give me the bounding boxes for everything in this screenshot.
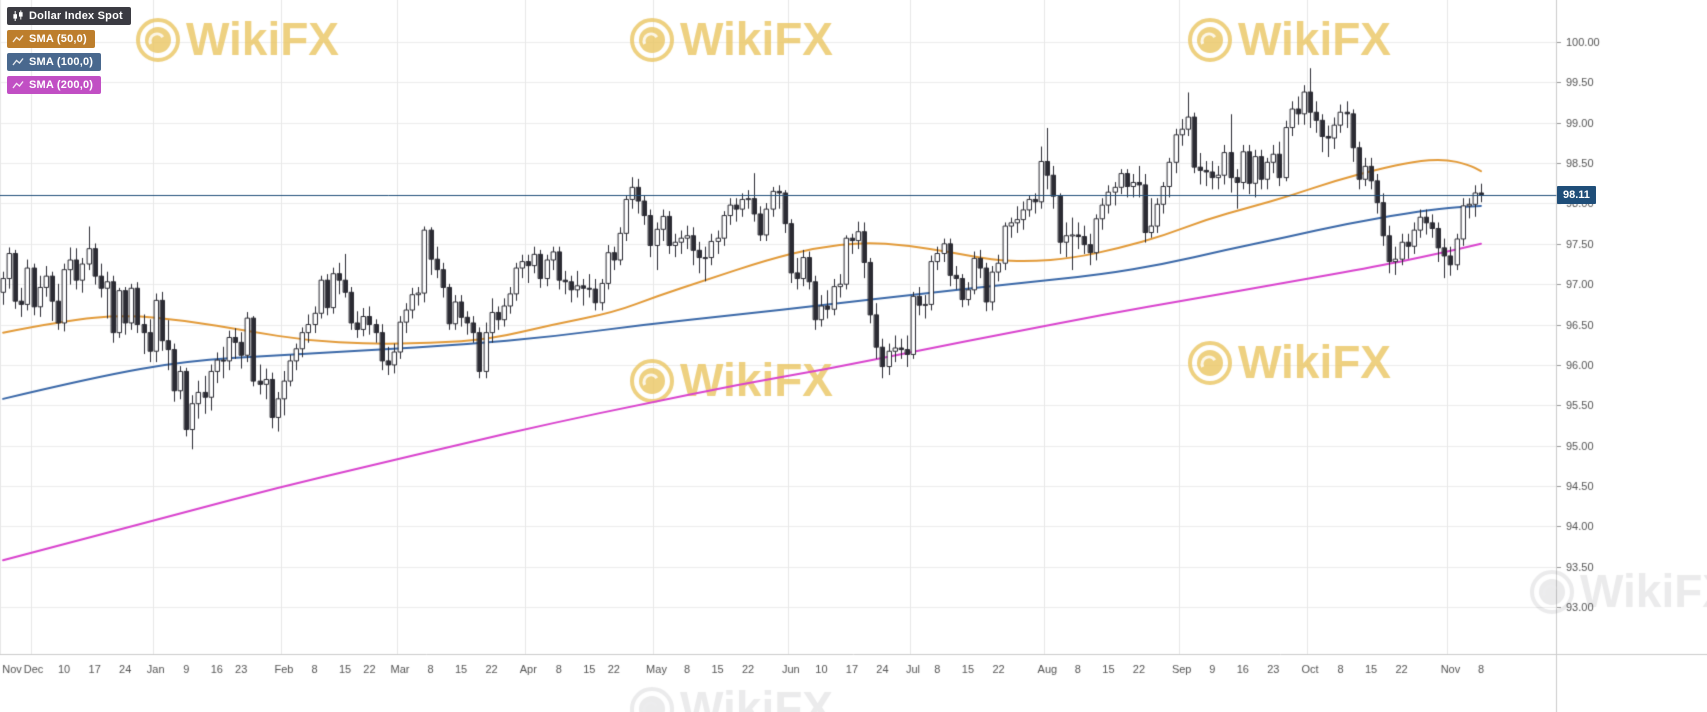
legend-instrument-badge[interactable]: Dollar Index Spot	[7, 7, 131, 25]
legend-instrument-label: Dollar Index Spot	[29, 10, 123, 22]
legend-sma50-label: SMA (50,0)	[29, 33, 87, 45]
last-price-value: 98.11	[1563, 189, 1590, 201]
sma-line-icon	[12, 33, 24, 45]
sma-line-icon	[12, 79, 24, 91]
legend-sma50-badge[interactable]: SMA (50,0)	[7, 30, 95, 48]
sma-line-icon	[12, 56, 24, 68]
candlestick-icon	[12, 10, 24, 22]
legend-sma100-label: SMA (100,0)	[29, 56, 94, 68]
last-price-tag: 98.11	[1557, 186, 1596, 204]
chart-legend: Dollar Index Spot SMA (50,0) SMA (100,0)…	[7, 7, 131, 94]
legend-sma200-label: SMA (200,0)	[29, 79, 94, 91]
legend-sma100-badge[interactable]: SMA (100,0)	[7, 53, 102, 71]
legend-sma200-badge[interactable]: SMA (200,0)	[7, 76, 102, 94]
